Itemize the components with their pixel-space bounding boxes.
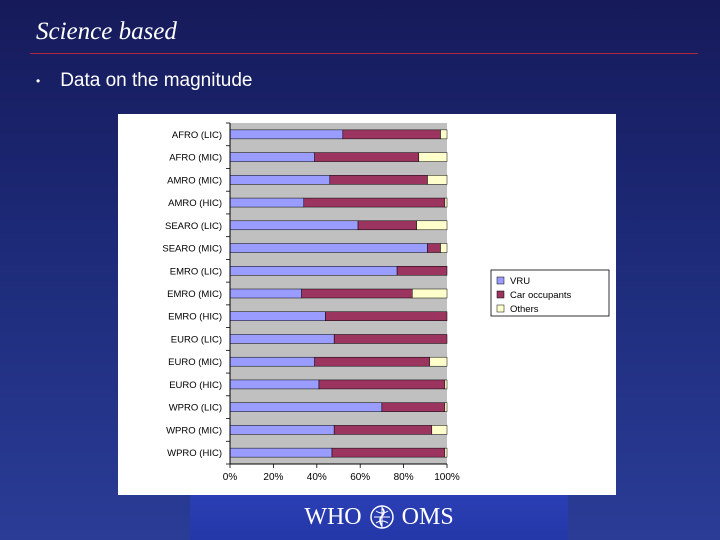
bar-segment [331, 447, 446, 458]
bar-segment [444, 379, 448, 390]
x-tick-label: 20% [263, 472, 283, 483]
bar-segment [444, 197, 448, 208]
bar-segment [412, 288, 448, 299]
bar-segment [342, 129, 441, 140]
bar-segment [357, 220, 417, 231]
category-label: SEARO (MIC) [162, 244, 222, 255]
category-label: AFRO (LIC) [172, 130, 222, 141]
bar-segment [229, 266, 398, 276]
bar-segment [381, 402, 446, 412]
bar-segment [444, 447, 448, 458]
bar-segment [229, 379, 320, 390]
bar-segment [440, 129, 448, 140]
bullet-dot-icon: • [36, 74, 41, 88]
bar-segment [333, 425, 433, 435]
who-logo-text: WHO [304, 503, 362, 530]
bar-segment [229, 175, 331, 185]
stacked-bar-chart: AFRO (LIC) AFRO (MIC) AMRO (MIC) AMRO (HIC)… [162, 122, 610, 483]
bar-segment [229, 334, 335, 344]
bar-segment [329, 175, 428, 185]
bar-segment [418, 152, 448, 162]
bar-segment [229, 152, 315, 162]
category-label: AMRO (HIC) [168, 198, 222, 209]
bar-segment [429, 356, 448, 367]
chart-container: AFRO (LIC) AFRO (MIC) AMRO (MIC) AMRO (HIC)… [118, 114, 616, 495]
category-label: AFRO (MIC) [169, 153, 222, 164]
bar-segment [229, 402, 383, 412]
bullet-item: • Data on the magnitude [36, 70, 252, 92]
legend-swatch [496, 290, 505, 299]
slide-title: Science based [36, 18, 177, 45]
bar-segment [314, 356, 430, 367]
category-label: EURO (LIC) [171, 334, 222, 345]
category-label: WPRO (MIC) [166, 425, 222, 436]
bar-segment [229, 425, 335, 435]
x-tick-label: 100% [434, 472, 460, 483]
legend-label: Others [510, 304, 539, 315]
category-label: EMRO (MIC) [167, 289, 222, 300]
x-tick-label: 60% [350, 472, 370, 483]
bar-segment [303, 197, 446, 208]
bar-segment [229, 356, 315, 367]
who-oms-logo: WHO OMS [190, 503, 568, 531]
who-banner: WHO OMS [190, 495, 568, 540]
legend-swatch [496, 276, 505, 285]
category-label: SEARO (LIC) [165, 221, 222, 232]
bar-segment [325, 311, 448, 321]
category-label: EMRO (HIC) [168, 312, 222, 323]
bar-segment [416, 220, 448, 231]
category-label: WPRO (LIC) [169, 403, 222, 414]
bar-segment [333, 334, 448, 344]
bar-segment [229, 311, 326, 321]
category-label: AMRO (MIC) [167, 175, 222, 186]
bullet-text: Data on the magnitude [60, 70, 253, 91]
who-emblem-icon [369, 505, 394, 529]
bar-segment [427, 175, 448, 185]
bar-segment [318, 379, 446, 390]
category-label: EMRO (LIC) [170, 266, 222, 277]
bar-segment [396, 266, 448, 276]
bar-segment [444, 402, 448, 412]
bar-segment [301, 288, 413, 299]
legend-label: Car occupants [510, 290, 572, 301]
legend-label: VRU [510, 276, 530, 287]
bar-segment [229, 288, 302, 299]
bar-segment [229, 220, 359, 231]
legend-box [490, 269, 610, 317]
bar-segment [440, 243, 448, 253]
x-tick-label: 80% [394, 472, 414, 483]
x-tick-label: 40% [307, 472, 327, 483]
category-label: EURO (HIC) [169, 380, 222, 391]
title-divider [30, 53, 698, 54]
bar-segment [229, 447, 333, 458]
bar-segment [229, 129, 344, 140]
bar-segment [229, 243, 428, 253]
category-label: EURO (MIC) [168, 357, 222, 368]
bar-segment [229, 197, 305, 208]
category-label: WPRO (HIC) [167, 448, 222, 459]
bar-segment [431, 425, 448, 435]
legend-swatch [496, 304, 505, 313]
bar-segment [314, 152, 420, 162]
oms-logo-text: OMS [401, 503, 454, 530]
x-tick-label: 0% [223, 472, 238, 483]
bar-segment [427, 243, 441, 253]
